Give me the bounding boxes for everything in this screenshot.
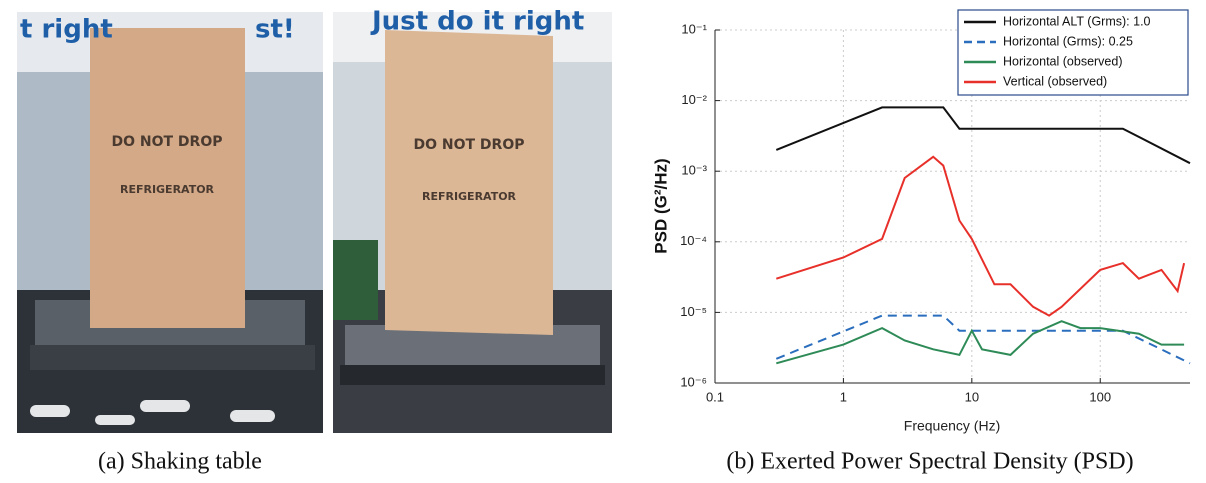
sign-text: t right <box>20 15 113 45</box>
series-line <box>775 314 1191 365</box>
box-text: DO NOT DROP <box>413 137 524 153</box>
caption: (b) Exerted Power Spectral Density (PSD) <box>726 449 1133 475</box>
legend-label: Horizontal (observed) <box>1003 54 1123 68</box>
legend-label: Vertical (observed) <box>1003 74 1107 88</box>
x-tick-label: 1 <box>840 389 847 404</box>
series-line <box>775 106 1191 165</box>
x-axis-label: Frequency (Hz) <box>904 418 1000 434</box>
photo-shaking-table-b: Just do it right DO NOT DROP REFRIGERATO… <box>333 7 612 433</box>
y-tick-label: 10⁻² <box>681 92 707 107</box>
box-text: DO NOT DROP <box>111 134 222 150</box>
y-tick-label: 10⁻⁵ <box>680 304 707 319</box>
series-line <box>776 320 1185 365</box>
photo-shaking-table-a: t right st! DO NOT DROP REFRIGERATOR <box>17 12 323 433</box>
box-text: REFRIGERATOR <box>422 190 517 203</box>
legend-box <box>957 9 1189 96</box>
legend-label: Horizontal ALT (Grms): 1.0 <box>1003 14 1151 28</box>
x-tick-label: 0.1 <box>706 389 724 404</box>
caption: (a) Shaking table <box>98 449 262 475</box>
legend-label: Horizontal (Grms): 0.25 <box>1003 34 1133 48</box>
y-tick-label: 10⁻³ <box>681 163 707 178</box>
y-tick-label: 10⁻⁴ <box>680 233 707 248</box>
y-tick-label: 10⁻¹ <box>681 21 707 36</box>
series-line <box>775 155 1186 317</box>
y-axis-label: PSD (G²/Hz) <box>651 158 670 253</box>
x-tick-label: 10 <box>965 389 979 404</box>
y-tick-label: 10⁻⁶ <box>680 374 707 389</box>
sign-text: st! <box>255 15 295 45</box>
box-text: REFRIGERATOR <box>120 183 215 196</box>
x-tick-label: 100 <box>1089 389 1111 404</box>
sign-text: Just do it right <box>370 7 584 37</box>
